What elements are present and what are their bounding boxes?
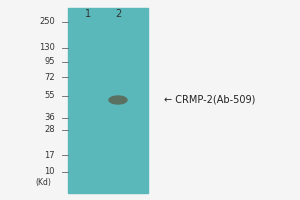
Text: 17: 17: [44, 150, 55, 160]
Text: 72: 72: [44, 72, 55, 82]
Text: 10: 10: [44, 168, 55, 176]
Text: 130: 130: [39, 44, 55, 52]
Text: 55: 55: [44, 92, 55, 100]
Text: 1: 1: [85, 9, 91, 19]
Text: ← CRMP-2(Ab-509): ← CRMP-2(Ab-509): [164, 95, 255, 105]
Text: 95: 95: [44, 58, 55, 66]
Text: 2: 2: [115, 9, 121, 19]
Ellipse shape: [109, 96, 127, 104]
Text: (Kd): (Kd): [35, 178, 51, 186]
Text: 28: 28: [44, 126, 55, 134]
Bar: [68, 8, 148, 193]
Text: 36: 36: [44, 114, 55, 122]
Text: 250: 250: [39, 18, 55, 26]
